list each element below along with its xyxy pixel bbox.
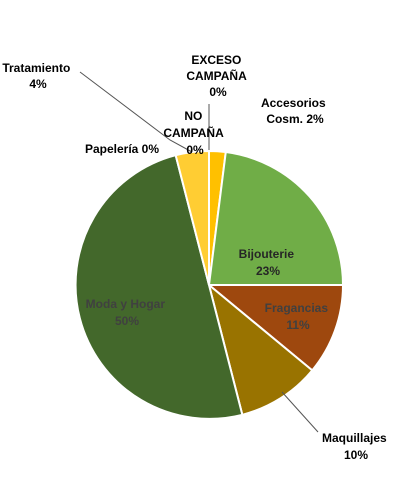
leader-lines (79, 71, 319, 433)
slice-fragancias (206, 284, 345, 372)
label-bijouterie: Bijouterie 23% (239, 247, 298, 278)
pie-slices (74, 149, 345, 420)
label-exceso-campana: EXCESO CAMPAÑA 0% (186, 53, 249, 99)
slice-tratamiento (174, 149, 210, 286)
label-accesorios: Accesorios Cosm. 2% (261, 96, 329, 126)
label-fragancias: Fragancias 11% (265, 301, 332, 332)
slice-moda-y-hogar (74, 153, 244, 420)
label-papeleria: Papelería 0% (85, 142, 159, 156)
slice-bijouterie (207, 150, 345, 286)
label-no-campana: NO CAMPAÑA 0% (163, 109, 226, 157)
label-moda-y-hogar: Moda y Hogar 50% (86, 297, 169, 328)
leader-line-tratamiento (79, 71, 193, 153)
leader-line-maquillajes (281, 391, 319, 433)
label-tratamiento: Tratamiento 4% (2, 61, 73, 91)
label-maquillajes: Maquillajes 10% (322, 431, 390, 462)
